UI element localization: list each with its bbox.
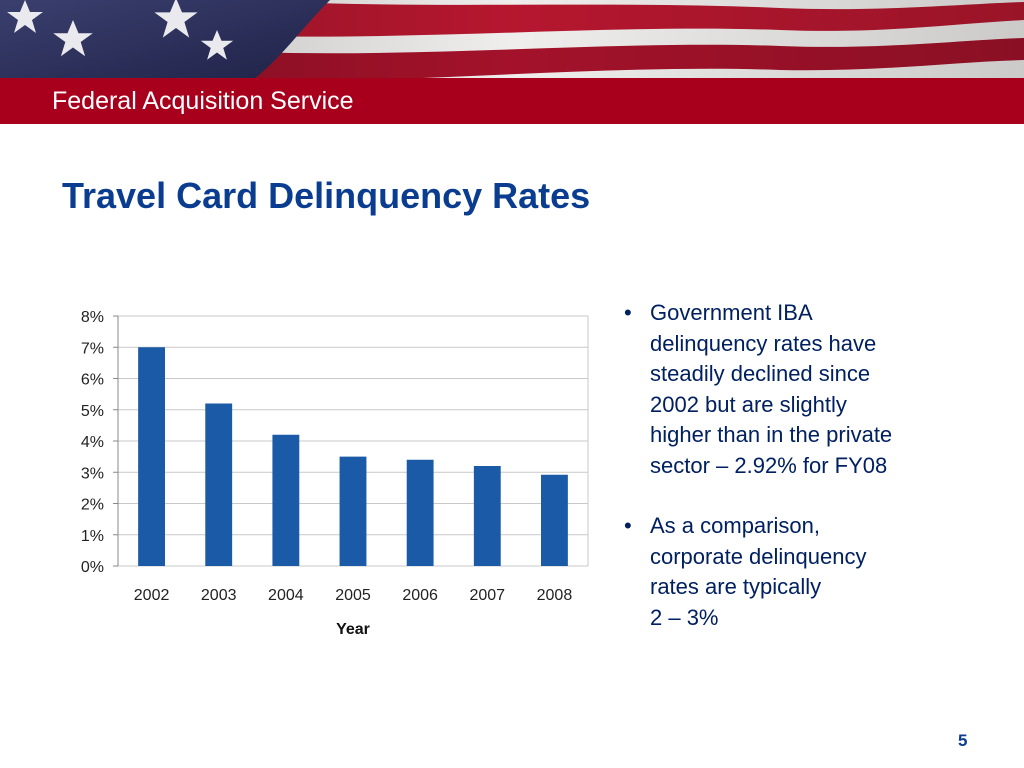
- bullet-line: corporate delinquency: [650, 543, 867, 569]
- bar-2007: [473, 466, 501, 566]
- y-tick-label: 0%: [81, 559, 104, 576]
- x-tick-label: 2002: [134, 587, 170, 604]
- bar-2002: [138, 347, 165, 566]
- bar-2008: [541, 474, 568, 566]
- bullet-dot: •: [624, 300, 632, 325]
- x-tick-label: 2005: [335, 587, 371, 604]
- bullet-item: • As a comparison, corporate delinquency…: [622, 511, 967, 633]
- x-tick-label: 2004: [268, 587, 304, 604]
- y-tick-label: 3%: [81, 465, 104, 482]
- bullet-dot: •: [624, 513, 632, 538]
- x-tick-label: 2006: [402, 587, 438, 604]
- y-tick-label: 5%: [81, 403, 104, 420]
- bullet-line: higher than in the private: [650, 422, 893, 447]
- bar-2003: [205, 403, 233, 566]
- y-tick-label: 6%: [81, 372, 104, 389]
- bullet-line: 2 – 3%: [650, 604, 719, 630]
- header-band: Federal Acquisition Service: [0, 78, 1024, 124]
- bullet-line: 2002 but are slightly: [650, 391, 847, 417]
- bullet-line: steadily declined since: [650, 361, 871, 386]
- flag-banner: [0, 0, 1024, 82]
- x-axis-tick-labels: 2002 2003 2004 2005 2006 2007 2008: [134, 587, 573, 604]
- flag-image: [0, 0, 1024, 82]
- x-axis-label: Year: [336, 621, 370, 638]
- x-tick-label: 2003: [201, 587, 237, 604]
- bullet-line: As a comparison,: [650, 513, 820, 538]
- org-name: Federal Acquisition Service: [52, 87, 354, 115]
- y-axis-tick-labels: 0% 1% 2% 3% 4% 5% 6% 7% 8%: [81, 309, 104, 576]
- bar-2006: [406, 459, 434, 566]
- y-tick-label: 1%: [81, 528, 104, 545]
- bullet-line: sector – 2.92% for FY08: [650, 452, 888, 478]
- bar-2004: [272, 434, 300, 566]
- bar-2005: [339, 456, 367, 566]
- chart-bars: [138, 347, 568, 566]
- delinquency-bar-chart: 0%1%2%3%4%5%6%7%8% 2002 2003 2004 2005 2006 2…: [81, 309, 589, 638]
- y-tick-label: 4%: [81, 434, 104, 451]
- bullet-line: Government IBA: [650, 300, 813, 325]
- bullet-line: rates are typically: [650, 574, 822, 599]
- x-tick-label: 2008: [537, 587, 573, 604]
- page-number: 5: [958, 731, 968, 750]
- bullet-list: • Government IBA delinquency rates have …: [622, 298, 967, 663]
- slide-title: Travel Card Delinquency Rates: [62, 175, 591, 216]
- bullet-line: delinquency rates have: [650, 330, 877, 356]
- x-tick-label: 2007: [469, 587, 505, 604]
- y-tick-label: 8%: [81, 309, 104, 326]
- bullet-item: • Government IBA delinquency rates have …: [622, 298, 967, 481]
- y-tick-label: 2%: [81, 497, 104, 514]
- y-tick-label: 7%: [81, 340, 104, 357]
